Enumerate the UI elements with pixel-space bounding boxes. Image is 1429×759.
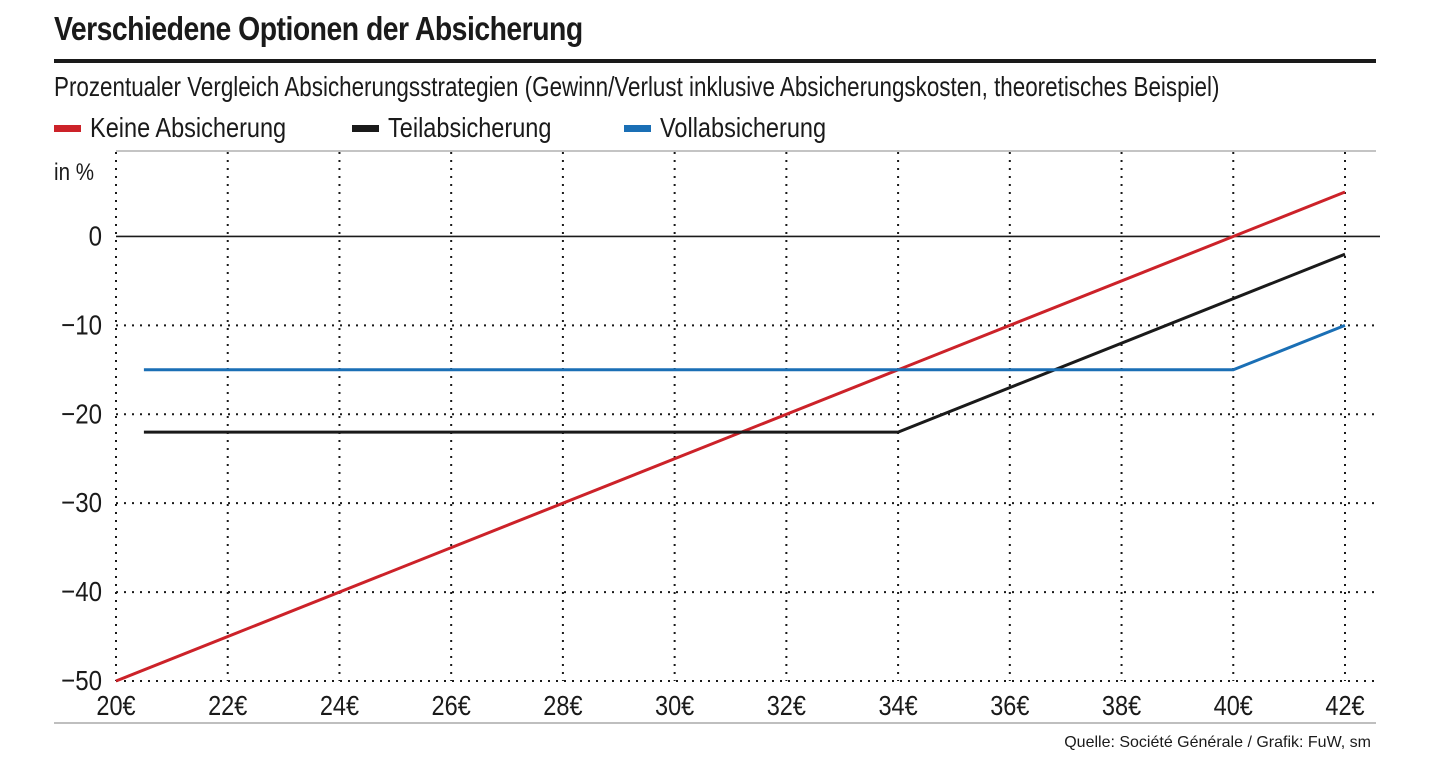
x-tick-label-4: 28€	[543, 691, 582, 721]
legend-item-vollabsicherung: Vollabsicherung	[624, 110, 858, 146]
x-tick-label-3: 26€	[432, 691, 471, 721]
y-tick-label-4: −40	[61, 575, 102, 607]
y-tick-label-5: −50	[61, 664, 102, 696]
legend-item-teilabsicherung: Teilabsicherung	[352, 110, 583, 146]
x-tick-label-10: 40€	[1214, 691, 1253, 721]
chart-subtitle: Prozentualer Vergleich Absicherungsstrat…	[54, 71, 1220, 102]
legend: Keine Absicherung Teilabsicherung Vollab…	[0, 110, 1429, 146]
x-tick-label-6: 32€	[767, 691, 806, 721]
legend-item-keine-absicherung: Keine Absicherung	[54, 110, 324, 146]
x-tick-label-0: 20€	[96, 691, 135, 721]
legend-swatch-blue	[624, 124, 651, 132]
y-tick-label-1: −10	[61, 309, 102, 341]
source-note: Quelle: Société Générale / Grafik: FuW, …	[1064, 734, 1371, 751]
legend-label-vollabsicherung: Vollabsicherung	[660, 112, 827, 143]
series-line-keine-absicherung	[115, 190, 1346, 683]
y-axis-label: in %	[54, 159, 94, 186]
y-tick-label-0: 0	[89, 220, 102, 252]
chart-title: Verschiedene Optionen der Absicherung	[54, 10, 583, 47]
legend-label-keine-absicherung: Keine Absicherung	[90, 112, 287, 143]
legend-swatch-red	[54, 124, 81, 132]
x-tick-label-8: 36€	[990, 691, 1029, 721]
x-tick-label-2: 24€	[320, 691, 359, 721]
y-tick-label-3: −30	[61, 486, 102, 518]
series-line-teilabsicherung	[143, 252, 1346, 434]
x-tick-label-7: 34€	[878, 691, 917, 721]
title-rule	[54, 59, 1376, 63]
legend-swatch-black	[352, 124, 379, 132]
x-tick-label-5: 30€	[655, 691, 694, 721]
x-tick-label-1: 22€	[208, 691, 247, 721]
x-tick-label-9: 38€	[1102, 691, 1141, 721]
y-tick-label-2: −20	[61, 398, 102, 430]
legend-label-teilabsicherung: Teilabsicherung	[388, 112, 552, 143]
series-line-vollabsicherung	[143, 324, 1346, 372]
x-tick-label-11: 42€	[1325, 691, 1364, 721]
